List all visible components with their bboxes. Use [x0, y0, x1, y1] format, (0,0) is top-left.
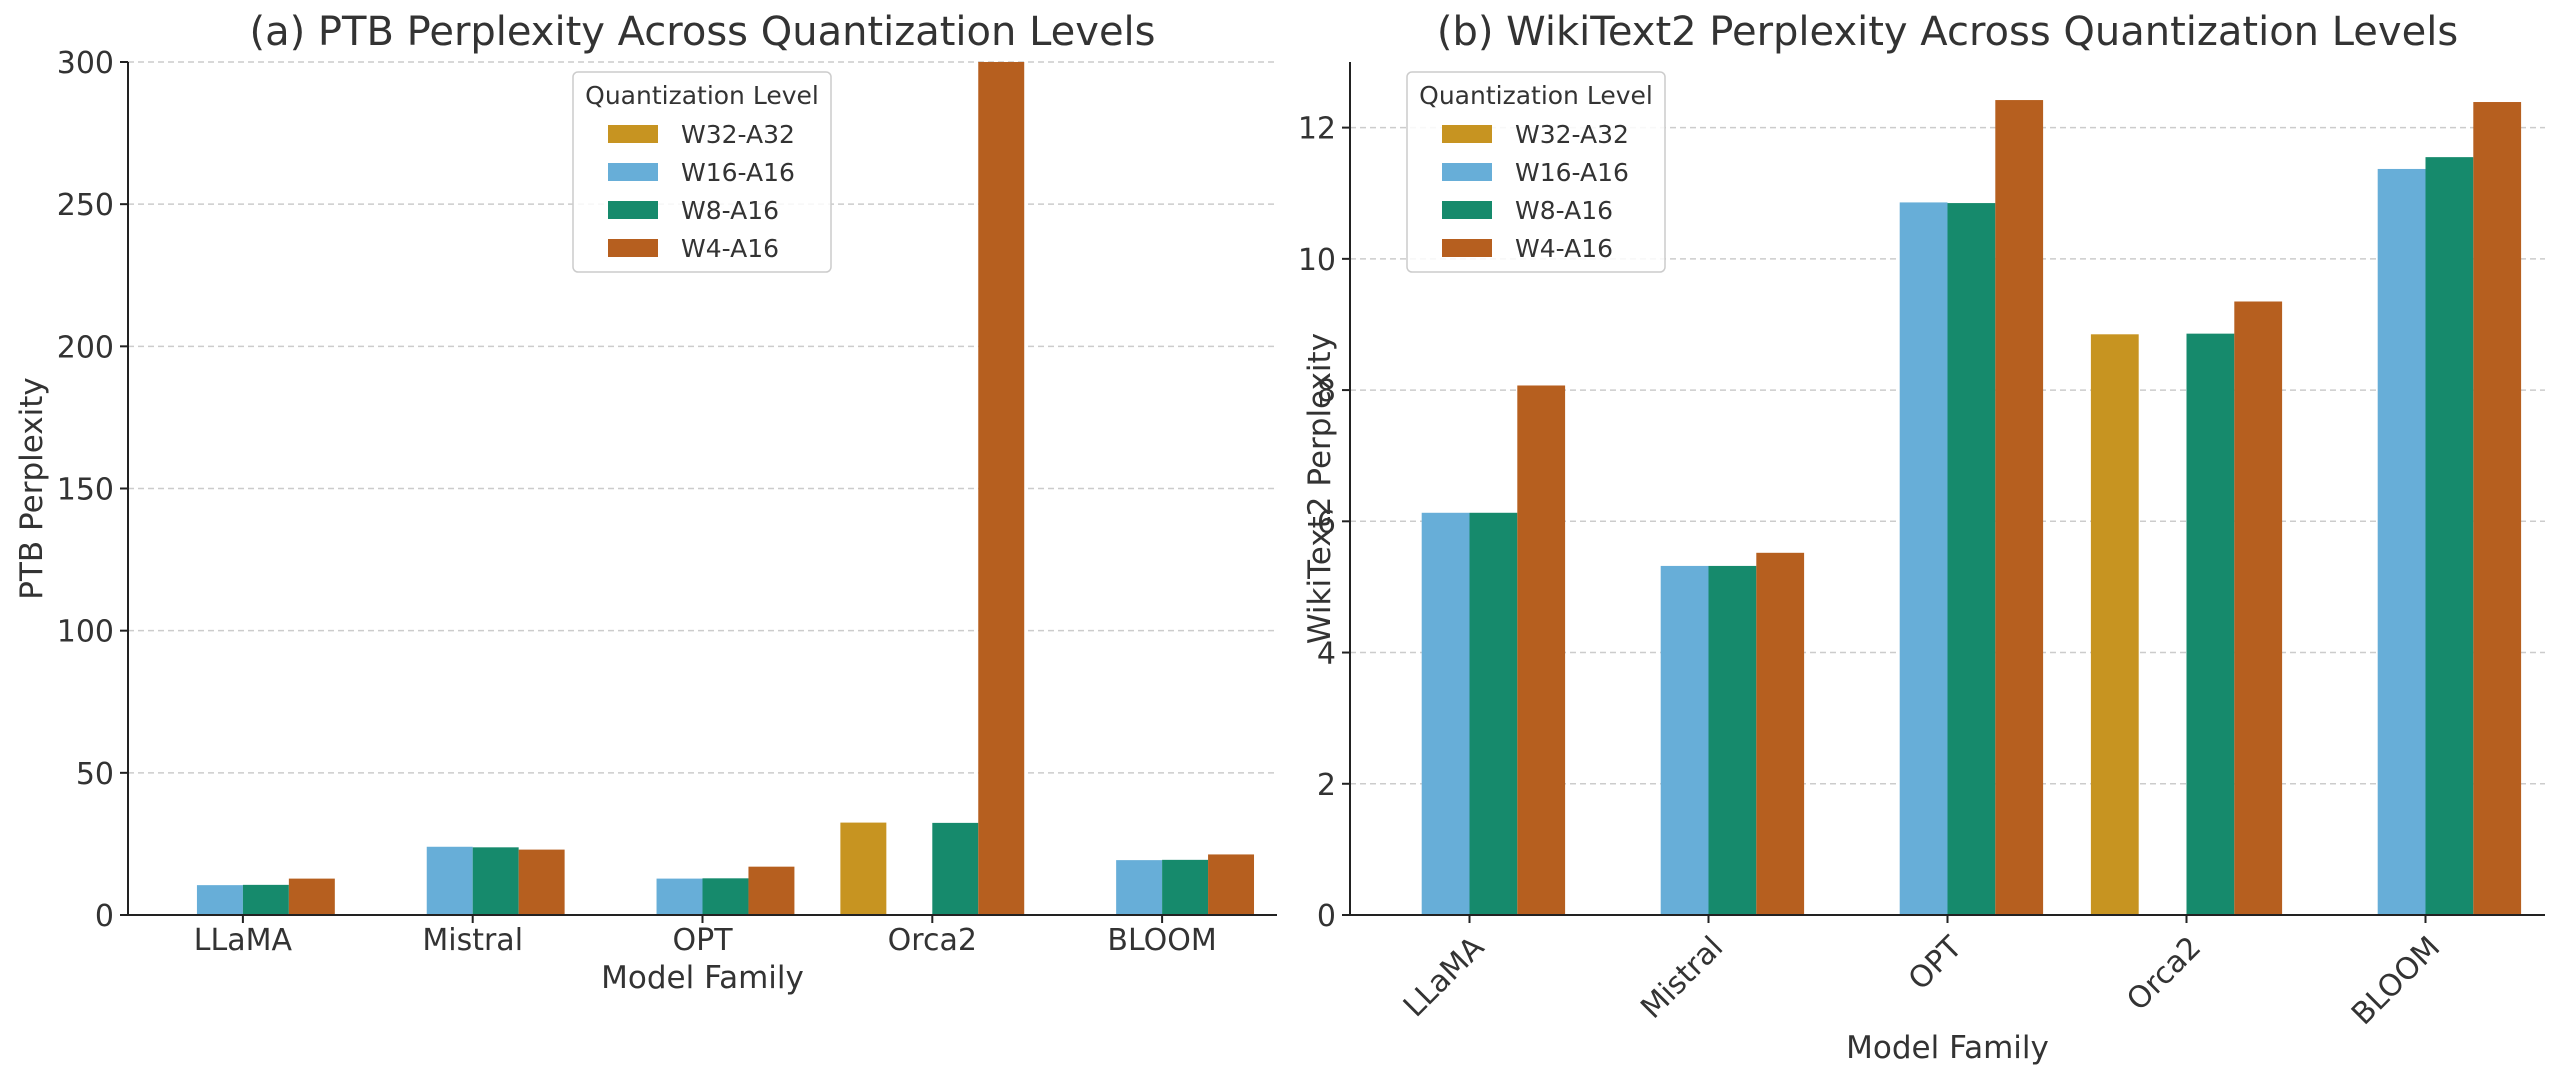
- x-axis-label: Model Family: [1846, 1030, 2049, 1066]
- y-axis-label: WikiText2 Perplexity: [1302, 333, 1338, 644]
- bar-w8-a16-llama: [242, 884, 289, 915]
- bar-w4-a16-bloom: [1208, 854, 1255, 915]
- bar-w16-a16-llama: [1421, 512, 1470, 915]
- legend-title: Quantization Level: [585, 81, 819, 110]
- y-tick-label: 0: [95, 899, 114, 934]
- x-tick-label: OPT: [1902, 929, 1970, 997]
- x-tick-label: Orca2: [888, 923, 977, 958]
- bar-w4-a16-llama: [1517, 385, 1566, 915]
- x-tick-label: Mistral: [422, 923, 523, 958]
- legend-swatch: [608, 125, 658, 143]
- bar-w16-a16-llama: [196, 885, 243, 915]
- chart-1: 0 50 100 150 200 250 300 LLaMA Mistral OPT Orca2 BL…: [14, 9, 1277, 996]
- y-tick-label: 8: [1317, 374, 1336, 409]
- y-tick-label: 250: [57, 188, 114, 223]
- legend-label: W16-A16: [1515, 158, 1629, 187]
- bar-w16-a16-opt: [656, 878, 703, 915]
- bar-w4-a16-opt: [1995, 100, 2044, 915]
- bar-w4-a16-orca2: [978, 62, 1025, 915]
- y-tick-label: 12: [1298, 112, 1336, 147]
- y-axis-label: PTB Perplexity: [14, 377, 50, 599]
- legend-swatch: [1442, 163, 1492, 181]
- chart-title: (b) WikiText2 Perplexity Across Quantiza…: [1437, 9, 2458, 55]
- legend-label: W4-A16: [1515, 234, 1613, 263]
- y-tick-label: 100: [57, 615, 114, 650]
- legend: Quantization Level W32-A32 W16-A16 W8-A16 W4…: [572, 71, 832, 273]
- x-tick-label: Orca2: [2120, 930, 2208, 1018]
- y-tick-label: 200: [57, 330, 114, 365]
- legend-label: W4-A16: [681, 234, 779, 263]
- y-tick-label: 6: [1317, 505, 1336, 540]
- y-tick-label: 10: [1298, 243, 1336, 278]
- legend-label: W32-A32: [1515, 120, 1629, 149]
- bar-w8-a16-mistral: [1708, 565, 1757, 915]
- legend-swatch: [1442, 125, 1492, 143]
- y-tick-label: 4: [1317, 637, 1336, 672]
- y-tick-label: 0: [1317, 899, 1336, 934]
- bar-w32-a32-orca2: [840, 822, 887, 915]
- bar-w16-a16-mistral: [1660, 565, 1709, 915]
- legend-title: Quantization Level: [1419, 81, 1653, 110]
- legend-swatch: [1442, 239, 1492, 257]
- legend-label: W32-A32: [681, 120, 795, 149]
- bar-w16-a16-opt: [1899, 202, 1948, 915]
- x-tick-label: LLaMA: [1397, 930, 1492, 1025]
- bar-w16-a16-bloom: [2377, 168, 2426, 916]
- legend-swatch: [608, 201, 658, 219]
- legend: Quantization Level W32-A32 W16-A16 W8-A16 W4…: [1406, 71, 1666, 273]
- legend-swatch: [608, 239, 658, 257]
- legend-box: [572, 71, 832, 273]
- y-tick-label: 300: [57, 46, 114, 81]
- x-tick-label: BLOOM: [1107, 923, 1216, 958]
- x-axis-label: Model Family: [601, 960, 804, 996]
- bar-w4-a16-mistral: [1756, 552, 1805, 915]
- bar-w8-a16-opt: [1947, 203, 1996, 916]
- bar-w4-a16-llama: [288, 878, 335, 915]
- bar-w8-a16-bloom: [2425, 157, 2474, 915]
- bar-w4-a16-mistral: [518, 849, 565, 915]
- bar-w16-a16-bloom: [1116, 860, 1163, 915]
- x-tick-label: BLOOM: [2345, 930, 2447, 1032]
- legend-label: W8-A16: [681, 196, 779, 225]
- y-tick-label: 150: [57, 473, 114, 508]
- chart-title: (a) PTB Perplexity Across Quantization L…: [249, 9, 1155, 55]
- bar-w8-a16-orca2: [932, 822, 979, 915]
- bar-w8-a16-opt: [702, 878, 749, 915]
- y-tick-label: 2: [1317, 768, 1336, 803]
- bar-w16-a16-mistral: [426, 846, 473, 915]
- bar-w8-a16-mistral: [472, 847, 519, 915]
- legend-label: W8-A16: [1515, 196, 1613, 225]
- bar-w8-a16-llama: [1469, 512, 1518, 915]
- y-tick-label: 50: [76, 757, 114, 792]
- bar-w4-a16-opt: [748, 866, 795, 915]
- bar-w4-a16-bloom: [2473, 102, 2522, 915]
- legend-swatch: [608, 163, 658, 181]
- x-tick-label: LLaMA: [194, 923, 293, 958]
- bar-w32-a32-orca2: [2090, 334, 2139, 915]
- legend-box: [1406, 71, 1666, 273]
- legend-label: W16-A16: [681, 158, 795, 187]
- bar-w8-a16-orca2: [2186, 333, 2235, 915]
- x-tick-label: Mistral: [1634, 930, 1730, 1026]
- bar-w4-a16-orca2: [2234, 301, 2283, 915]
- bar-w8-a16-bloom: [1162, 859, 1209, 915]
- chart-2: 0 2 4 6 8 10 12 LLaMA Mistral OPT Orca2 BLOOM (b) Wi…: [1298, 9, 2545, 1066]
- x-tick-label: OPT: [672, 923, 733, 958]
- legend-swatch: [1442, 201, 1492, 219]
